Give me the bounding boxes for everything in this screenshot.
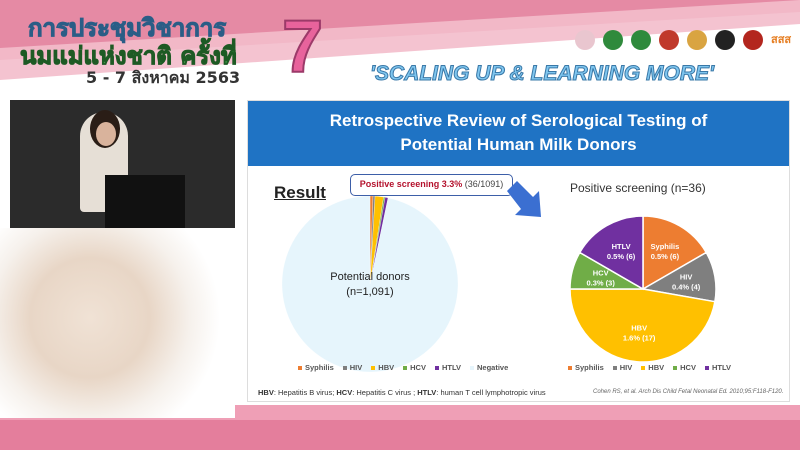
fn-hcv: HCV bbox=[336, 388, 353, 397]
legend-swatch bbox=[641, 366, 646, 371]
legend-item-syphilis: Syphilis bbox=[298, 363, 334, 372]
legend-item-hbv: HBV bbox=[641, 363, 664, 372]
legend-swatch bbox=[342, 366, 347, 371]
conference-title: การประชุมวิชาการ bbox=[27, 14, 227, 43]
legend-swatch bbox=[298, 366, 302, 371]
logo-icon bbox=[575, 30, 595, 50]
logo-icon bbox=[743, 30, 763, 50]
chart-title: Positive screening (n=36) bbox=[570, 181, 706, 195]
legend-item-hcv: HCV bbox=[673, 363, 696, 372]
slice-label: HIV bbox=[680, 272, 693, 281]
fn-htlv: HTLV bbox=[417, 388, 437, 397]
result-heading: Result bbox=[274, 183, 326, 202]
sponsor-logos: สสส bbox=[575, 30, 791, 50]
slice-label: HBV bbox=[631, 324, 647, 333]
speaker-video bbox=[10, 100, 235, 228]
speaker-face bbox=[96, 122, 116, 146]
callout-count: (36/1091) bbox=[464, 179, 504, 189]
legend-item-htlv: HTLV bbox=[704, 363, 731, 372]
fn-hbv: HBV bbox=[258, 388, 274, 397]
legend-swatch bbox=[371, 366, 376, 371]
pie-slice-htlv bbox=[578, 215, 644, 291]
legend-item-htlv: HTLV bbox=[434, 363, 461, 372]
legend-positive: Syphilis HIV HBV HCV HTLV bbox=[568, 363, 731, 372]
slogan: 'SCALING UP & LEARNING MORE' bbox=[369, 62, 715, 86]
legend-item-syphilis: Syphilis bbox=[568, 363, 604, 372]
slice-value: 0.4% (4) bbox=[672, 282, 701, 291]
legend-item-hiv: HIV bbox=[342, 363, 362, 372]
citation: Cohen RS, et al. Arch Dis Child Fetal Ne… bbox=[593, 389, 784, 395]
fn-text: : Hepatitis B virus; bbox=[273, 388, 337, 397]
legend-swatch bbox=[568, 366, 572, 371]
pie-slice-syphilis bbox=[642, 215, 708, 291]
logo-icon bbox=[603, 30, 623, 50]
slice-value: 0.3% (3) bbox=[587, 279, 616, 288]
callout-bold: Positive screening 3.3% bbox=[359, 179, 463, 189]
fn-text: : human T cell lymphotropic virus bbox=[436, 388, 546, 397]
center-label-n: (n=1,091) bbox=[346, 286, 393, 298]
conference-subtitle: นมแม่แห่งชาติ ครั้งที่ bbox=[20, 42, 238, 71]
slice-label: HCV bbox=[593, 269, 609, 278]
legend-item-hiv: HIV bbox=[612, 363, 632, 372]
legend-swatch bbox=[612, 366, 617, 371]
pie-slice-hbv bbox=[569, 288, 716, 363]
logo-icon bbox=[659, 30, 679, 50]
legend-swatch bbox=[704, 366, 709, 371]
slice-label: Syphilis bbox=[651, 242, 680, 251]
slide-title-line1: Retrospective Review of Serological Test… bbox=[329, 111, 708, 130]
presentation-slide: Retrospective Review of Serological Test… bbox=[247, 100, 790, 402]
arrow-icon bbox=[507, 181, 541, 217]
podium bbox=[105, 175, 185, 228]
logo-icon bbox=[631, 30, 651, 50]
legend-swatch bbox=[673, 366, 678, 371]
fn-text: : Hepatitis C virus ; bbox=[352, 388, 418, 397]
footer-band-dark bbox=[0, 420, 800, 450]
pie-slice-negative bbox=[281, 196, 459, 373]
slice-value: 1.6% (17) bbox=[623, 334, 656, 343]
pie-chart-donors: Potential donors (n=1,091) bbox=[281, 196, 459, 373]
legend-item-negative: Negative bbox=[470, 363, 508, 372]
legend-swatch bbox=[470, 366, 474, 371]
slice-label: HTLV bbox=[612, 242, 631, 251]
logo-icon bbox=[715, 30, 735, 50]
slice-value: 0.5% (6) bbox=[651, 252, 680, 261]
legend-item-hbv: HBV bbox=[371, 363, 394, 372]
legend-swatch bbox=[403, 366, 408, 371]
legend-item-hcv: HCV bbox=[403, 363, 426, 372]
slide-title-line2: Potential Human Milk Donors bbox=[400, 135, 637, 154]
slice-value: 0.5% (6) bbox=[607, 252, 636, 261]
conference-dates: 5 - 7 สิงหาคม 2563 bbox=[86, 68, 241, 87]
thaihealth-logo: สสส bbox=[771, 33, 792, 46]
center-label: Potential donors bbox=[330, 271, 410, 283]
legend-swatch bbox=[434, 366, 439, 371]
legend-donors: Syphilis HIV HBV HCV HTLV Negative bbox=[298, 363, 508, 372]
footnote: HBV: Hepatitis B virus; HCV: Hepatitis C… bbox=[258, 388, 546, 397]
decorative-photo bbox=[0, 228, 235, 418]
positive-callout: Positive screening 3.3% (36/1091) bbox=[350, 174, 513, 196]
slide-title: Retrospective Review of Serological Test… bbox=[248, 101, 789, 166]
logo-icon bbox=[687, 30, 707, 50]
conference-number: 7 bbox=[281, 4, 324, 89]
